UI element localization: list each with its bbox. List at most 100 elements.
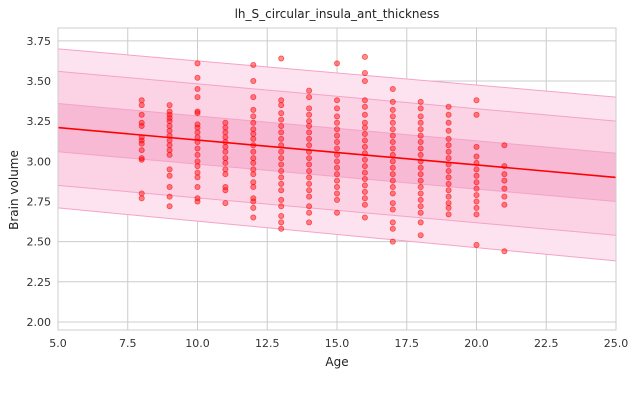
x-tick-label: 12.5 [255, 337, 280, 350]
data-point [417, 145, 424, 152]
data-point [250, 198, 257, 205]
data-point [501, 248, 508, 255]
data-point [389, 164, 396, 171]
data-point [250, 135, 257, 142]
data-point [389, 139, 396, 146]
data-point [166, 166, 173, 173]
data-point [389, 113, 396, 120]
data-point [306, 180, 313, 187]
y-axis-title: Brain volume [7, 150, 21, 230]
data-point [222, 184, 229, 191]
data-point [445, 142, 452, 149]
data-point [166, 172, 173, 179]
data-point [361, 111, 368, 118]
x-tick-label: 10.0 [185, 337, 210, 350]
trend-line-group [57, 126, 617, 179]
x-tick-labels: 5.0 7.5 10.0 12.5 15.0 17.5 20.0 22.5 25.0 [49, 337, 628, 350]
data-point [389, 184, 396, 191]
data-point [306, 135, 313, 142]
data-point [306, 161, 313, 168]
data-point [333, 119, 340, 126]
data-point [166, 111, 173, 118]
data-point [333, 190, 340, 197]
data-point [333, 164, 340, 171]
data-point [138, 122, 145, 129]
data-point [445, 204, 452, 211]
y-tick-label: 2.75 [27, 195, 52, 208]
data-point [389, 219, 396, 226]
data-point [306, 209, 313, 216]
data-point [473, 198, 480, 205]
data-point [194, 145, 201, 152]
data-point [417, 139, 424, 146]
data-point [473, 204, 480, 211]
data-point [278, 102, 285, 109]
data-point [389, 158, 396, 165]
data-point [333, 209, 340, 216]
data-point [222, 148, 229, 155]
data-point [278, 167, 285, 174]
data-point [306, 174, 313, 181]
data-point [333, 97, 340, 104]
data-point [194, 110, 201, 117]
data-point [166, 184, 173, 191]
plot-border [57, 27, 617, 331]
data-point [445, 167, 452, 174]
data-point [278, 196, 285, 203]
data-point [389, 106, 396, 113]
data-point [278, 155, 285, 162]
data-point [278, 225, 285, 232]
data-point [194, 151, 201, 158]
data-point [138, 156, 145, 163]
data-point [306, 187, 313, 194]
data-point [473, 97, 480, 104]
data-point [250, 195, 257, 202]
data-point [389, 126, 396, 133]
data-point [250, 113, 257, 120]
data-point [333, 132, 340, 139]
y-tick-labels: 2.00 2.25 2.50 2.75 3.00 3.25 3.50 3.75 [27, 35, 52, 329]
data-point [445, 119, 452, 126]
data-point [473, 185, 480, 192]
data-point [473, 166, 480, 173]
x-tick-label: 25.0 [604, 337, 629, 350]
data-point [361, 201, 368, 208]
data-point [333, 60, 340, 67]
data-point [501, 171, 508, 178]
data-point [361, 163, 368, 170]
data-point [306, 105, 313, 112]
data-point [138, 119, 145, 126]
data-point [278, 161, 285, 168]
data-point [445, 155, 452, 162]
data-point [306, 219, 313, 226]
chart-title: lh_S_circular_insula_ant_thickness [235, 7, 440, 21]
data-point [417, 219, 424, 226]
data-point [473, 153, 480, 160]
data-point [389, 145, 396, 152]
data-point [138, 111, 145, 118]
x-tick-label: 22.5 [534, 337, 559, 350]
plot-frame [57, 27, 617, 331]
data-point [278, 122, 285, 129]
data-point [389, 190, 396, 197]
y-tick-label: 2.00 [27, 316, 52, 329]
data-point [333, 113, 340, 120]
x-tick-label: 20.0 [464, 337, 489, 350]
data-point [194, 184, 201, 191]
data-point [361, 131, 368, 138]
y-tick-label: 3.50 [27, 75, 52, 88]
data-point [138, 195, 145, 202]
data-point [278, 55, 285, 62]
data-point [361, 53, 368, 60]
data-point [445, 193, 452, 200]
data-point [361, 182, 368, 189]
data-point [445, 180, 452, 187]
data-point [361, 103, 368, 110]
data-point [138, 147, 145, 154]
data-point [333, 145, 340, 152]
data-point [361, 69, 368, 76]
data-point [389, 238, 396, 245]
data-point [445, 135, 452, 142]
data-point [417, 98, 424, 105]
data-point [417, 164, 424, 171]
